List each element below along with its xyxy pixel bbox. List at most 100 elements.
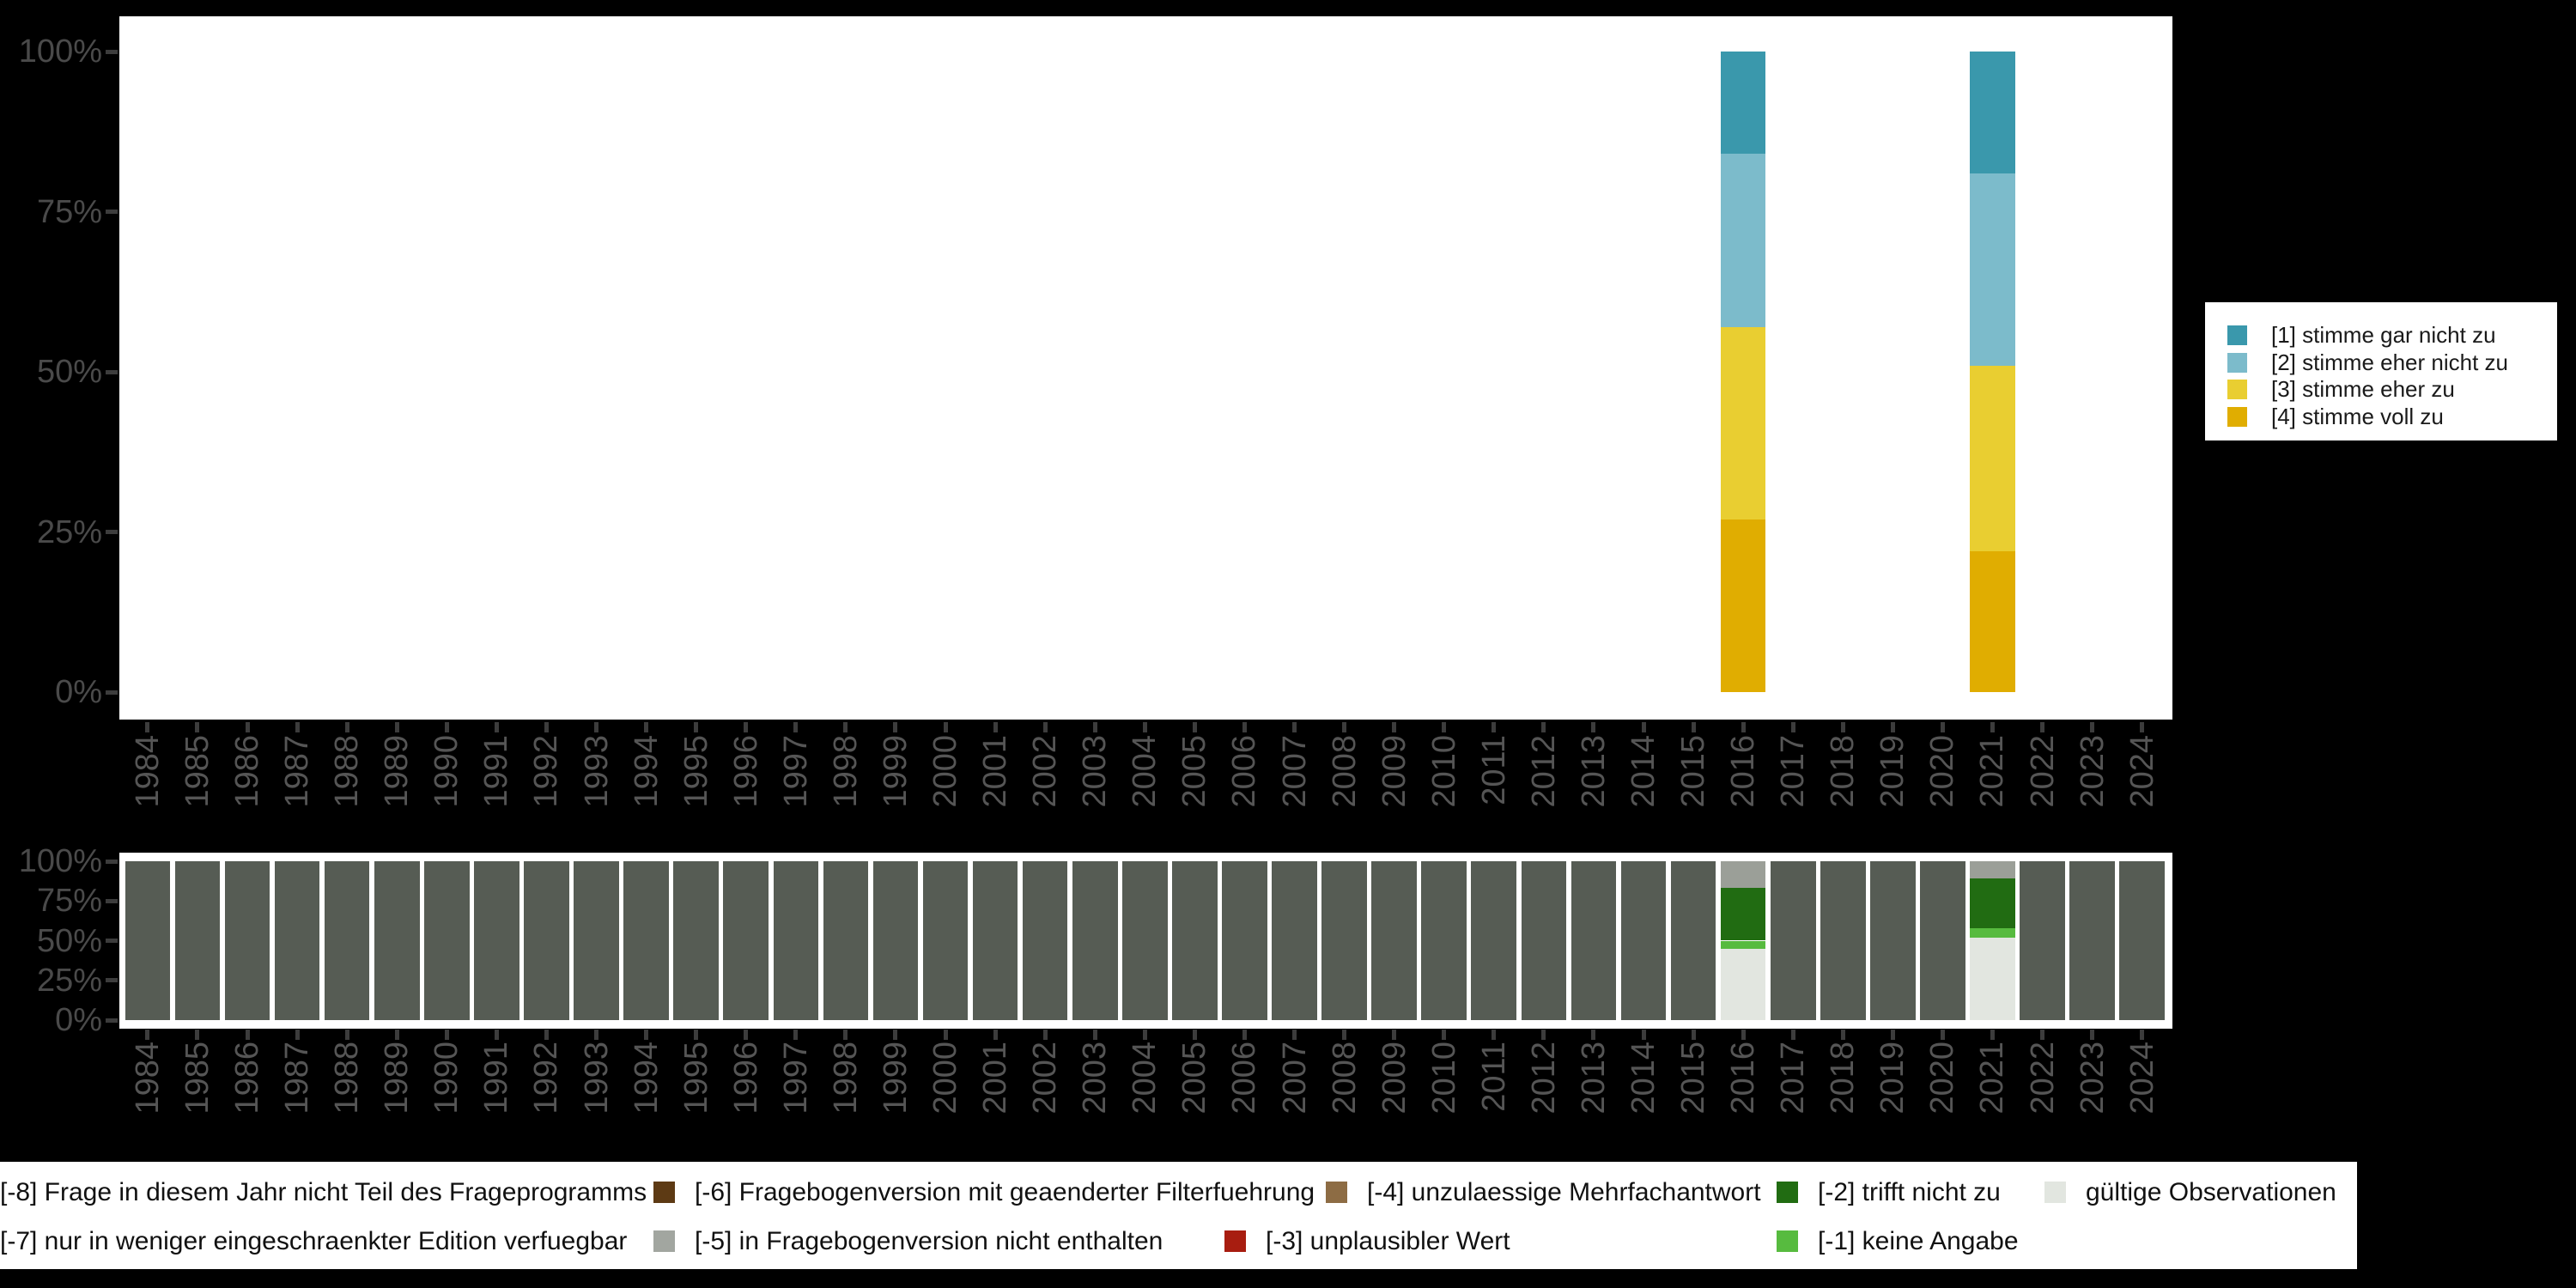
x-axis-tick <box>1042 1030 1048 1040</box>
x-axis-tick <box>1990 1030 1995 1040</box>
x-axis-year-label: 2003 <box>1077 1042 1114 1115</box>
bar-segment[interactable] <box>1970 937 2015 1020</box>
bar-segment[interactable] <box>374 861 420 1020</box>
bar-segment[interactable] <box>1571 861 1617 1020</box>
x-axis-year-label: 2017 <box>1775 735 1812 808</box>
legend-swatch <box>1777 1182 1798 1203</box>
bar-segment[interactable] <box>1670 861 1716 1020</box>
bar-segment[interactable] <box>1421 861 1467 1020</box>
bar-segment[interactable] <box>623 861 669 1020</box>
bar-segment[interactable] <box>1920 861 1965 1020</box>
bar-segment[interactable] <box>1022 861 1068 1020</box>
x-axis-year-label: 2018 <box>1825 1042 1862 1115</box>
bar-segment[interactable] <box>2020 861 2065 1020</box>
bar-segment[interactable] <box>2069 861 2115 1020</box>
bar-segment[interactable] <box>1720 326 1766 519</box>
bar-segment[interactable] <box>1720 52 1766 155</box>
bar-segment[interactable] <box>1172 861 1218 1020</box>
x-axis-year-label: 2008 <box>1326 735 1363 808</box>
legend-label: [-4] unzulaessige Mehrfachantwort <box>1367 1177 1761 1206</box>
legend-swatch <box>2227 380 2247 400</box>
legend-swatch <box>653 1230 675 1252</box>
bar-segment[interactable] <box>823 861 869 1020</box>
bar-segment[interactable] <box>1970 173 2015 366</box>
x-axis-tick <box>1442 722 1447 732</box>
bar-segment[interactable] <box>574 861 619 1020</box>
x-axis-year-label: 1989 <box>379 735 416 808</box>
bar-segment[interactable] <box>1321 861 1367 1020</box>
x-axis-year-label: 2017 <box>1775 1042 1812 1115</box>
bar-segment[interactable] <box>224 861 270 1020</box>
x-axis-tick <box>594 1030 599 1040</box>
bar-segment[interactable] <box>1222 861 1267 1020</box>
x-axis-tick <box>1890 1030 1895 1040</box>
legend-swatch <box>2227 325 2247 346</box>
x-axis-year-label: 2020 <box>1924 1042 1961 1115</box>
bar-segment[interactable] <box>1521 861 1567 1020</box>
bar-segment[interactable] <box>2119 861 2165 1020</box>
bar-segment[interactable] <box>1720 861 1766 889</box>
legend-item: [-3] unplausibler Wert <box>1224 1227 1777 1256</box>
x-axis-tick <box>1092 722 1097 732</box>
bar-segment[interactable] <box>1970 365 2015 551</box>
x-axis-tick <box>1292 722 1297 732</box>
bar-segment[interactable] <box>125 861 171 1020</box>
x-axis-tick <box>843 1030 848 1040</box>
bar-segment[interactable] <box>1371 861 1417 1020</box>
x-axis-tick <box>1741 722 1746 732</box>
bar-segment[interactable] <box>1870 861 1916 1020</box>
legend-item: [-1] keine Angabe <box>1777 1227 2044 1256</box>
bar-segment[interactable] <box>1970 878 2015 928</box>
x-axis-tick <box>444 722 449 732</box>
y-axis-tick <box>106 530 118 534</box>
x-axis-year-label: 2015 <box>1675 1042 1712 1115</box>
bar-segment[interactable] <box>972 861 1018 1020</box>
bar-segment[interactable] <box>1970 550 2015 692</box>
x-axis-tick <box>1042 722 1048 732</box>
x-axis-tick <box>544 722 549 732</box>
bar-segment[interactable] <box>1970 927 2015 938</box>
bar-segment[interactable] <box>1471 861 1517 1020</box>
bar-segment[interactable] <box>1970 861 2015 879</box>
bar-segment[interactable] <box>474 861 519 1020</box>
x-axis-year-label: 2021 <box>1974 1042 2011 1115</box>
bar-segment[interactable] <box>524 861 569 1020</box>
x-axis-year-label: 1999 <box>877 1042 914 1115</box>
bar-segment[interactable] <box>723 861 769 1020</box>
bar-segment[interactable] <box>1620 861 1667 1020</box>
bar-segment[interactable] <box>324 861 370 1020</box>
y-axis-tick <box>106 898 118 903</box>
bar-segment[interactable] <box>424 861 470 1020</box>
x-axis-tick <box>145 1030 150 1040</box>
bar-segment[interactable] <box>1720 519 1766 692</box>
legend-label: [1] stimme gar nicht zu <box>2271 322 2496 349</box>
x-axis-tick <box>544 1030 549 1040</box>
bar-segment[interactable] <box>1720 948 1766 1020</box>
x-axis-tick <box>1840 722 1845 732</box>
x-axis-year-label: 2023 <box>2074 735 2111 808</box>
bar-segment[interactable] <box>773 861 819 1020</box>
bar-segment[interactable] <box>1720 888 1766 941</box>
bar-segment[interactable] <box>1720 940 1766 949</box>
bar-segment[interactable] <box>922 861 969 1020</box>
bar-segment[interactable] <box>1970 52 2015 173</box>
x-axis-tick <box>1641 722 1646 732</box>
valid-values-legend: [1] stimme gar nicht zu [2] stimme eher n… <box>2205 302 2557 440</box>
bar-segment[interactable] <box>872 861 919 1020</box>
x-axis-tick <box>943 1030 948 1040</box>
bar-segment[interactable] <box>1072 861 1118 1020</box>
x-axis-tick <box>1242 1030 1247 1040</box>
x-axis-year-label: 2010 <box>1425 1042 1462 1115</box>
x-axis-year-label: 1998 <box>827 1042 864 1115</box>
bar-segment[interactable] <box>1820 861 1866 1020</box>
bar-segment[interactable] <box>1770 861 1816 1020</box>
bar-segment[interactable] <box>174 861 221 1020</box>
bar-segment[interactable] <box>673 861 719 1020</box>
x-axis-tick <box>1790 722 1795 732</box>
bar-segment[interactable] <box>1272 861 1317 1020</box>
x-axis-year-label: 2014 <box>1625 1042 1662 1115</box>
bar-segment[interactable] <box>274 861 320 1020</box>
bar-segment[interactable] <box>1720 154 1766 327</box>
bar-segment[interactable] <box>1122 861 1168 1020</box>
